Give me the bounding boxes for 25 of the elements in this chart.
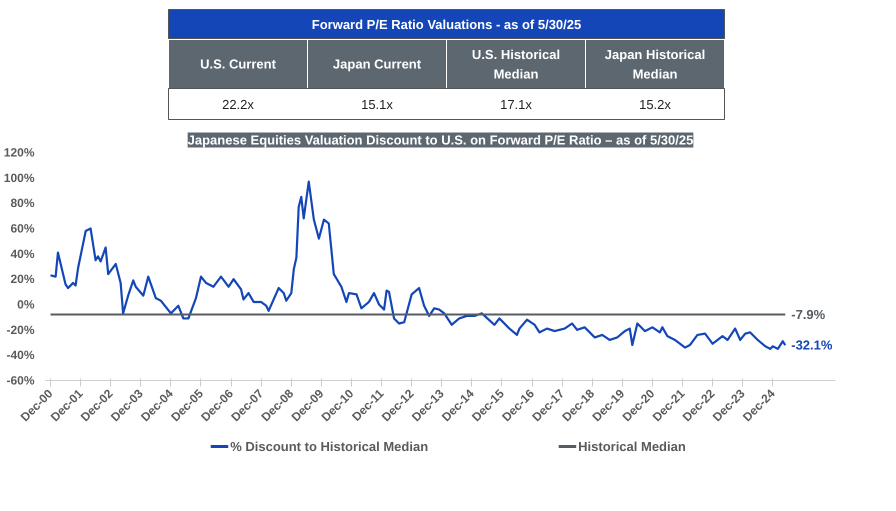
category-label: U.S. Current bbox=[200, 56, 277, 72]
annotation: -7.9% bbox=[791, 307, 826, 322]
data-label: 15.1x bbox=[361, 97, 394, 112]
data-label: 17.1x bbox=[500, 97, 532, 112]
y-tick-label: 60% bbox=[10, 222, 35, 236]
y-tick-label: 100% bbox=[4, 170, 35, 185]
legend-label: % Discount to Historical Median bbox=[230, 438, 428, 454]
data-label: 22.2x bbox=[222, 97, 254, 112]
y-tick-label: -60% bbox=[6, 374, 35, 388]
data-label: 15.2x bbox=[639, 97, 672, 112]
y-tick-label: 40% bbox=[10, 246, 35, 261]
text: Forward P/E Ratio Valuations - as of 5/30/25 bbox=[312, 17, 582, 32]
chart-title: Japanese Equities Valuation Discount to U.S. on Forward P/E Ratio – as of 5/30/25 bbox=[188, 132, 694, 148]
line-series bbox=[49, 180, 786, 350]
category-label: Japan Historical Median bbox=[604, 46, 706, 82]
y-tick-label: -20% bbox=[6, 322, 35, 337]
annotation: -32.1% bbox=[791, 338, 833, 353]
y-tick-label: 0% bbox=[17, 298, 35, 312]
legend-label: Historical Median bbox=[578, 438, 686, 454]
y-tick-label: 120% bbox=[4, 146, 35, 160]
y-tick-label: 80% bbox=[10, 196, 35, 210]
y-tick-label: 20% bbox=[10, 272, 35, 286]
category-label: U.S. Historical Median bbox=[472, 46, 560, 82]
category-label: Japan Current bbox=[332, 56, 422, 72]
y-tick-label: -40% bbox=[6, 348, 35, 362]
